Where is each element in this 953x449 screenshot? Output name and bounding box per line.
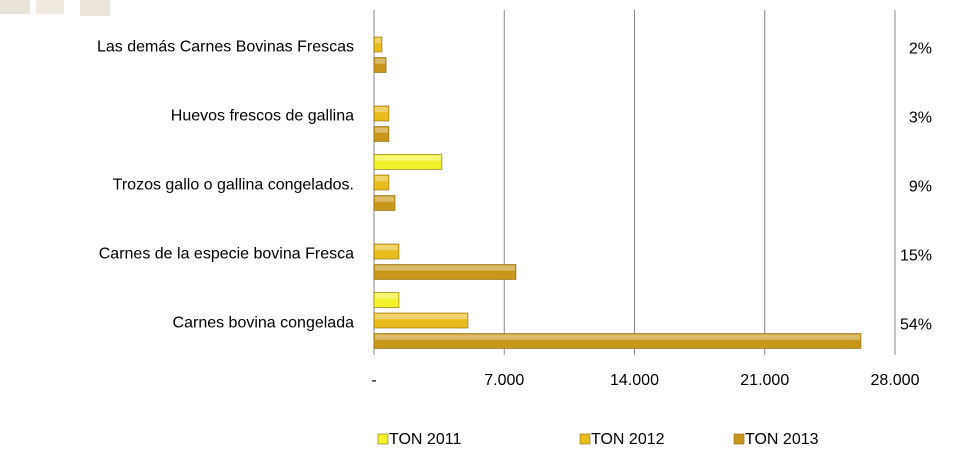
bar bbox=[373, 195, 396, 211]
bar bbox=[373, 105, 390, 122]
decor-image bbox=[0, 0, 110, 16]
y-tick-label: Carnes de la especie bovina Fresca bbox=[99, 246, 354, 263]
bar-shine bbox=[375, 293, 398, 299]
y-tick-label: Trozos gallo o gallina congelados. bbox=[113, 177, 354, 194]
bar-shine bbox=[375, 334, 860, 340]
bar bbox=[373, 126, 390, 142]
x-tick-label: 7.000 bbox=[484, 372, 524, 389]
legend-label: TON 2012 bbox=[591, 431, 665, 448]
bar bbox=[373, 264, 517, 280]
legend-swatch bbox=[733, 433, 745, 445]
legend-label: TON 2011 bbox=[389, 431, 461, 448]
legend-swatch bbox=[579, 433, 591, 445]
bar-shine bbox=[375, 107, 388, 113]
bar-shine bbox=[375, 38, 382, 44]
bar-shine bbox=[375, 155, 441, 161]
y-tick-label: Las demás Carnes Bovinas Frescas bbox=[97, 39, 354, 56]
x-tick-label: 28.000 bbox=[871, 372, 920, 389]
share-label: 3% bbox=[909, 110, 932, 127]
bar-shine bbox=[375, 58, 386, 64]
bar-shine bbox=[375, 314, 467, 320]
bar bbox=[373, 333, 862, 349]
y-tick-label: Carnes bovina congelada bbox=[173, 315, 355, 332]
bar-shine bbox=[375, 127, 388, 133]
bar bbox=[373, 312, 469, 329]
x-tick-label: 14.000 bbox=[610, 372, 659, 389]
bar bbox=[373, 292, 400, 308]
bar bbox=[373, 174, 390, 191]
legend-label: TON 2013 bbox=[745, 431, 819, 448]
bar-shine bbox=[375, 176, 388, 182]
x-tick-label: - bbox=[371, 372, 376, 389]
y-tick-label: Huevos frescos de gallina bbox=[171, 108, 354, 125]
x-tick-label: 21.000 bbox=[740, 372, 789, 389]
bar-shine bbox=[375, 245, 398, 251]
bar-shine bbox=[375, 265, 515, 271]
share-label: 54% bbox=[900, 317, 932, 334]
legend-swatch bbox=[377, 433, 389, 445]
share-label: 2% bbox=[909, 41, 932, 58]
share-label: 15% bbox=[900, 248, 932, 265]
bar bbox=[373, 154, 443, 170]
bar bbox=[373, 36, 383, 53]
bar bbox=[373, 243, 400, 260]
bar bbox=[373, 57, 387, 73]
share-label: 9% bbox=[909, 179, 932, 196]
bar-shine bbox=[375, 196, 395, 202]
